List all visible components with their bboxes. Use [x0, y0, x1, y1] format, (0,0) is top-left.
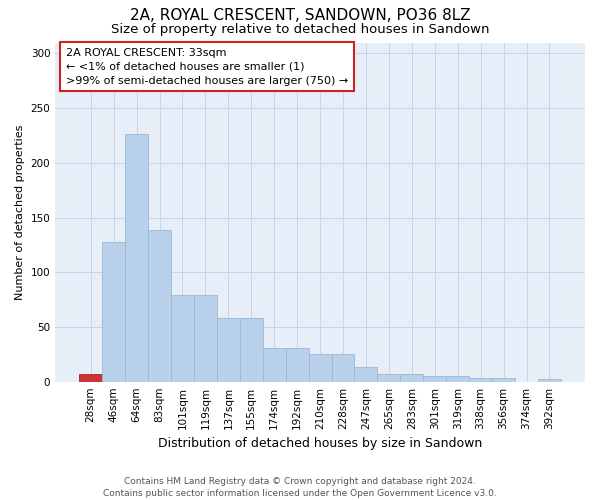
Bar	[423, 376, 446, 382]
Bar	[538, 380, 561, 382]
Bar	[217, 318, 240, 382]
Bar	[377, 374, 400, 382]
Bar	[171, 295, 194, 382]
Text: Contains HM Land Registry data © Crown copyright and database right 2024.
Contai: Contains HM Land Registry data © Crown c…	[103, 476, 497, 498]
Bar	[125, 134, 148, 382]
Bar	[79, 374, 102, 382]
X-axis label: Distribution of detached houses by size in Sandown: Distribution of detached houses by size …	[158, 437, 482, 450]
Bar	[308, 354, 332, 382]
Text: 2A, ROYAL CRESCENT, SANDOWN, PO36 8LZ: 2A, ROYAL CRESCENT, SANDOWN, PO36 8LZ	[130, 8, 470, 22]
Bar	[286, 348, 308, 382]
Bar	[492, 378, 515, 382]
Bar	[263, 348, 286, 382]
Bar	[240, 318, 263, 382]
Bar	[102, 242, 125, 382]
Bar	[469, 378, 492, 382]
Text: Size of property relative to detached houses in Sandown: Size of property relative to detached ho…	[111, 22, 489, 36]
Bar	[446, 376, 469, 382]
Bar	[400, 374, 423, 382]
Y-axis label: Number of detached properties: Number of detached properties	[15, 124, 25, 300]
Bar	[148, 230, 171, 382]
Text: 2A ROYAL CRESCENT: 33sqm
← <1% of detached houses are smaller (1)
>99% of semi-d: 2A ROYAL CRESCENT: 33sqm ← <1% of detach…	[66, 48, 348, 86]
Bar	[194, 295, 217, 382]
Bar	[332, 354, 355, 382]
Bar	[355, 368, 377, 382]
